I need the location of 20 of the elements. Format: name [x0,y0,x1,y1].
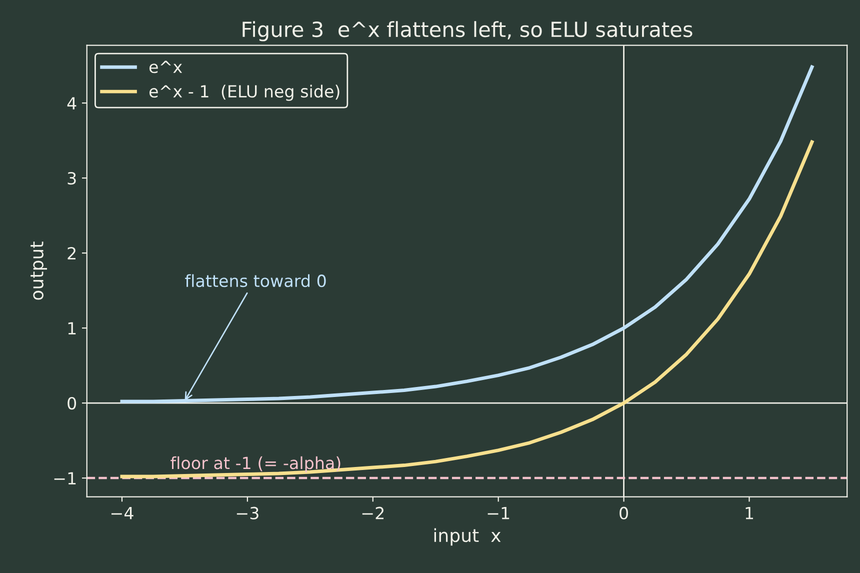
x-tick-label: −1 [488,507,510,520]
chart-title: Figure 3 e^x flattens left, so ELU saturates [242,21,692,42]
y-tick-label: 4 [67,97,76,110]
legend-label: e^x [149,60,182,74]
x-tick-label: −2 [362,506,384,520]
y-tick-label: −1 [54,472,76,484]
x-tick-label: 1 [746,507,754,520]
x-tick-label: −4 [111,507,134,520]
x-tick-label: −3 [236,506,258,520]
x-axis-title: input x [434,528,501,546]
legend-label: e^x - 1 (ELU neg side) [149,84,340,101]
x-tick-label: 0 [620,506,628,520]
y-tick-label: 2 [68,246,76,260]
annotation: flattens toward 0 [185,274,326,288]
ref-line-label: floor at -1 (= -alpha) [170,456,340,472]
y-tick-label: 0 [68,397,76,410]
y-tick-label: 1 [68,322,76,334]
line-series [120,140,814,478]
y-tick-label: 3 [68,172,76,185]
y-axis-title: output [30,242,48,300]
